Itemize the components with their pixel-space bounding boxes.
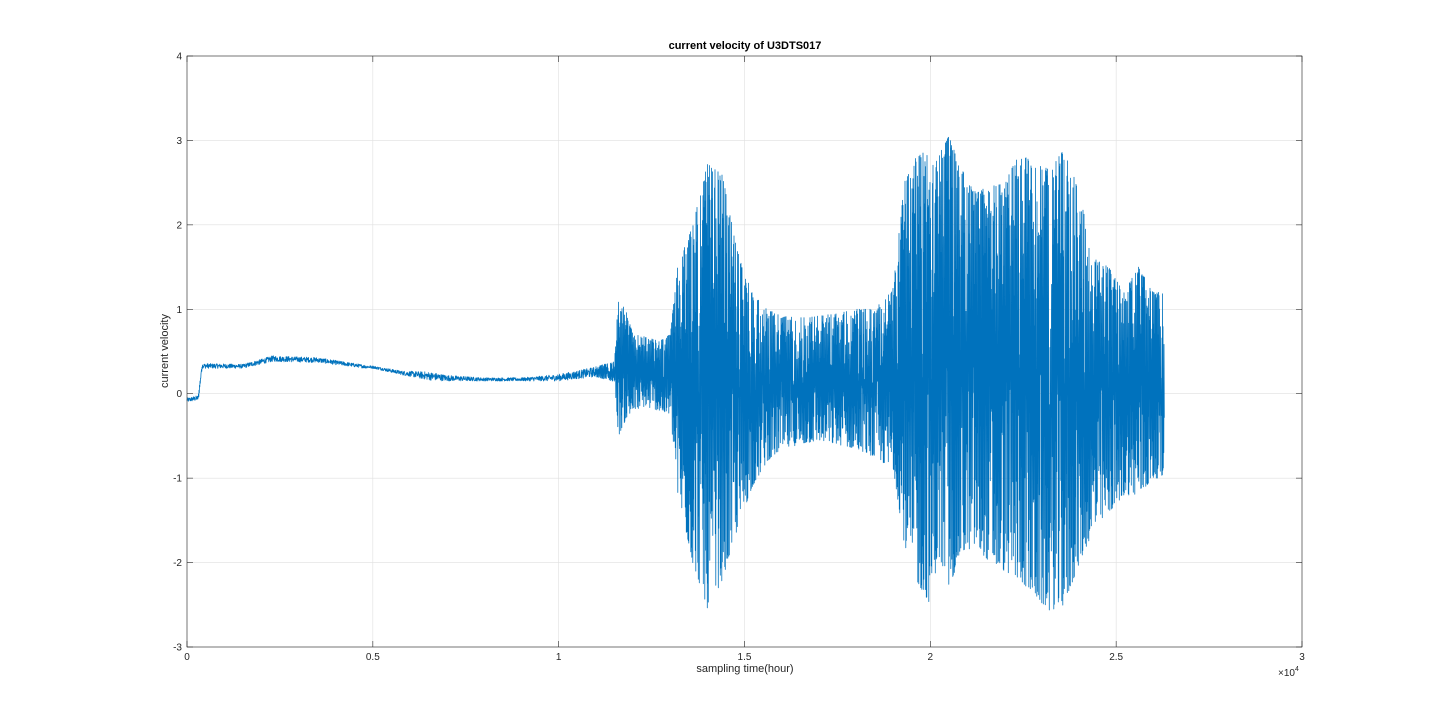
x-axis-label: sampling time(hour) bbox=[696, 663, 793, 675]
y-tick-label: -3 bbox=[173, 643, 182, 654]
y-tick-label: 4 bbox=[176, 52, 182, 63]
x-tick-label: 0.5 bbox=[366, 652, 380, 663]
x-tick-label: 0 bbox=[184, 652, 190, 663]
x-tick-label: 2 bbox=[928, 652, 934, 663]
x-exponent-power: 4 bbox=[1295, 666, 1299, 673]
x-tick-label: 3 bbox=[1299, 652, 1305, 663]
y-tick-label: -1 bbox=[173, 474, 182, 485]
series-layer bbox=[186, 136, 1165, 611]
y-tick-label: 2 bbox=[176, 220, 182, 231]
x-exponent-base: ×10 bbox=[1278, 668, 1295, 679]
series-line bbox=[186, 136, 1165, 611]
y-tick-label: 0 bbox=[176, 389, 182, 400]
y-tick-label: -2 bbox=[173, 558, 182, 569]
x-tick-label: 2.5 bbox=[1109, 652, 1123, 663]
x-exponent-label: ×104 bbox=[1278, 666, 1299, 679]
x-tick-label: 1.5 bbox=[738, 652, 752, 663]
ticks bbox=[186, 55, 1303, 648]
y-tick-label: 1 bbox=[176, 305, 182, 316]
chart-title: current velocity of U3DTS017 bbox=[669, 40, 822, 52]
tick-labels: 0 0.5 1 1.5 2 2.5 3 -3 -2 -1 0 1 2 3 4 bbox=[173, 52, 1305, 664]
x-tick-label: 1 bbox=[556, 652, 562, 663]
y-axis-label: current velocity bbox=[159, 314, 171, 388]
y-tick-label: 3 bbox=[176, 136, 182, 147]
